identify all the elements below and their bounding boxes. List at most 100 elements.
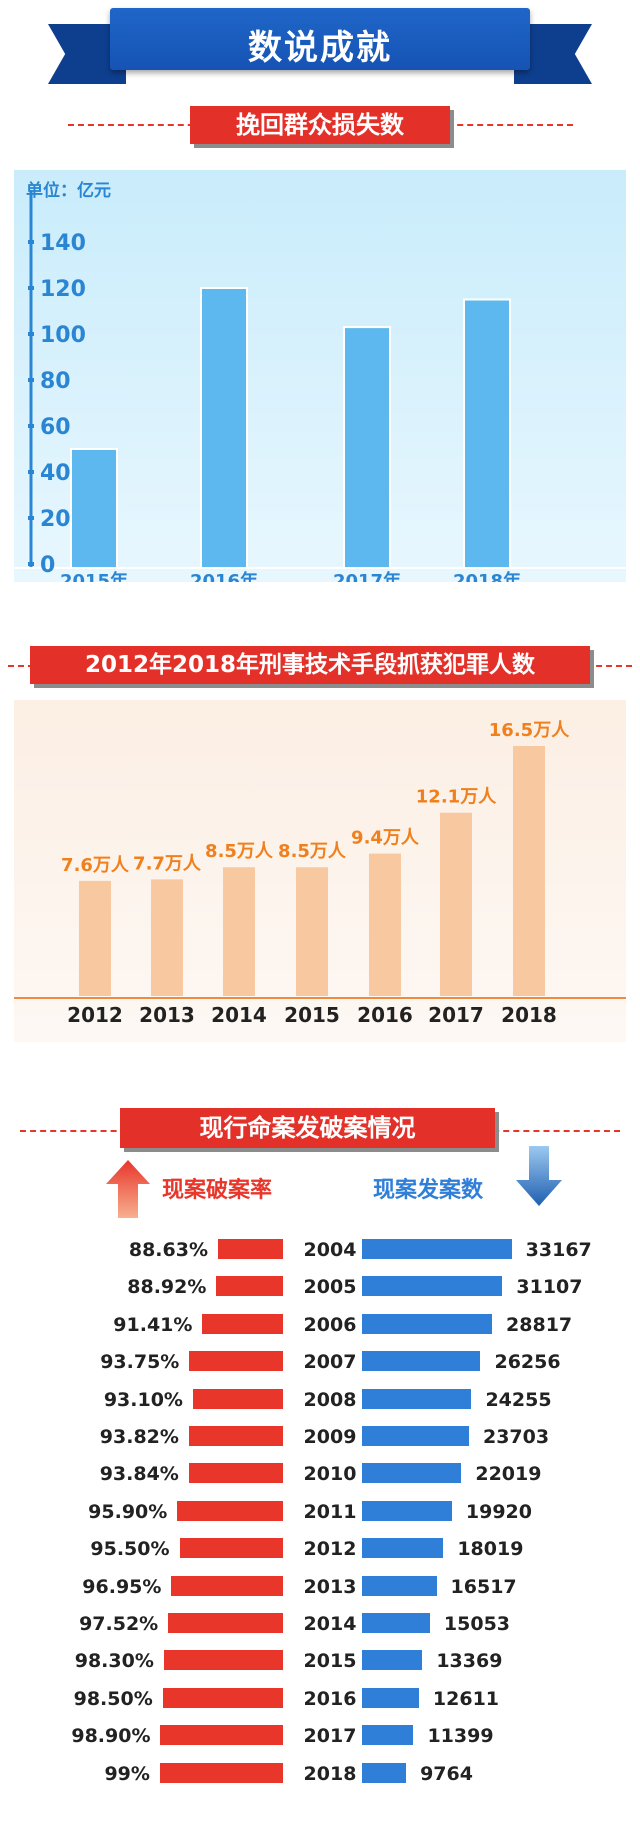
count-bar [362,1388,472,1409]
x-tick-label: 2012 [67,1003,123,1027]
data-label: 8.5万人 [278,841,347,862]
rate-bar [163,1650,283,1671]
bar-2016年 [200,287,248,569]
count-label: 23703 [482,1426,550,1448]
bar-2018年 [463,298,511,569]
y-tick-label: 20 [40,507,71,532]
rate-label: 88.92% [127,1276,207,1299]
rate-bar [171,1575,283,1596]
data-label: 7.6万人 [61,855,130,876]
count-bar [362,1725,414,1746]
count-label: 18019 [457,1538,524,1561]
count-label: 19920 [465,1500,532,1523]
x-tick-label: 2018 [501,1003,557,1027]
rate-bar [202,1313,283,1334]
title-banner: 数说成就 [110,8,530,70]
x-tick-label: 2016 [357,1003,413,1027]
chart-losses-svg: 单位：亿元 0 20 40 60 80 100 120 140 2015年 2016年 2017年 20… [14,180,626,592]
section-title-homicide: 现行命案发破案情况 [120,1108,495,1148]
table-row: 93.82% 2009 23703 [0,1424,640,1448]
rate-bar [192,1388,283,1409]
y-tick-mark [28,240,34,244]
legend-count: 现案发案数 [373,1178,484,1203]
count-bar [362,1313,493,1334]
year-label: 2009 [303,1426,357,1448]
rate-label: 93.82% [99,1426,179,1448]
x-tick-label: 2015 [284,1003,340,1027]
bar-2015 [296,867,328,996]
y-tick-label: 0 [40,553,55,578]
data-label: 7.7万人 [133,853,202,874]
rate-label: 93.84% [99,1463,179,1486]
rate-label: 88.63% [128,1239,208,1261]
y-tick-label: 60 [40,415,71,440]
rate-bar [188,1426,283,1446]
x-tick-label: 2016年 [190,570,258,582]
rate-bar [188,1463,283,1484]
legend-rate: 现案破案率 [162,1178,273,1203]
year-label: 2006 [303,1313,357,1336]
chart-arrests: 7.6万人 2012 7.7万人 2013 8.5万人 2014 8.5万人 2015 9.4万… [14,700,626,1042]
x-tick-label: 2013 [139,1003,195,1027]
count-bar [362,1762,407,1783]
bar-2018 [513,746,545,996]
count-label: 22019 [475,1463,542,1486]
y-tick-mark [28,378,34,382]
year-label: 2004 [303,1239,357,1261]
table-row: 91.41% 2006 28817 [0,1312,640,1336]
rate-bar [218,1239,283,1259]
count-label: 16517 [450,1575,517,1598]
table-row: 88.92% 2005 31107 [0,1274,640,1298]
count-bar [362,1276,503,1297]
data-label: 12.1万人 [416,787,497,808]
arrow-down-icon [516,1146,562,1206]
rate-label: 97.52% [79,1613,159,1635]
count-bar [362,1538,444,1559]
bar-2015年 [70,448,118,569]
chart-losses: 单位：亿元 0 20 40 60 80 100 120 140 2015年 2016年 2017年 20… [14,170,626,592]
count-bar [362,1463,462,1484]
table-row: 93.10% 2008 24255 [0,1387,640,1411]
y-tick-label: 140 [40,231,86,256]
count-bar [362,1426,469,1446]
rate-label: 95.90% [88,1500,168,1523]
chart-arrests-svg: 7.6万人 2012 7.7万人 2013 8.5万人 2014 8.5万人 2015 9.4万… [14,720,626,1027]
table-row: 95.50% 2012 18019 [0,1536,640,1560]
year-label: 2017 [303,1725,357,1748]
bar-2017年 [343,326,391,569]
year-label: 2005 [303,1276,357,1299]
count-label: 12611 [432,1687,500,1710]
table-row: 96.95% 2013 16517 [0,1574,640,1598]
count-bar [362,1575,437,1596]
year-label: 2016 [303,1687,357,1710]
count-bar [362,1351,481,1372]
rate-bar [179,1538,283,1559]
rate-label: 99% [104,1762,150,1785]
count-label: 24255 [485,1388,552,1411]
rate-bar [162,1687,283,1708]
rate-label: 96.95% [82,1575,162,1598]
unit-label: 单位：亿元 [26,180,111,201]
table-row: 93.84% 2010 22019 [0,1461,640,1485]
year-label: 2010 [303,1463,357,1486]
year-label: 2011 [303,1500,357,1523]
x-tick-label: 2018年 [453,570,521,582]
page-title: 数说成就 [248,28,392,68]
x-tick-label: 2017年 [333,570,401,582]
rate-bar [177,1500,283,1521]
y-tick-label: 120 [40,277,86,302]
data-label: 8.5万人 [205,841,274,862]
x-tick-label: 2017 [428,1003,484,1027]
rate-label: 98.30% [74,1650,154,1673]
count-label: 13369 [436,1650,503,1673]
count-bar [362,1687,419,1708]
year-label: 2012 [303,1538,357,1561]
table-row: 93.75% 2007 26256 [0,1349,640,1373]
count-label: 15053 [443,1613,511,1635]
count-bar [362,1650,423,1671]
rate-bar [168,1613,283,1633]
count-label: 31107 [516,1276,583,1299]
table-row: 95.90% 2011 19920 [0,1499,640,1523]
count-label: 33167 [525,1239,592,1261]
table-row: 98.90% 2017 11399 [0,1723,640,1747]
